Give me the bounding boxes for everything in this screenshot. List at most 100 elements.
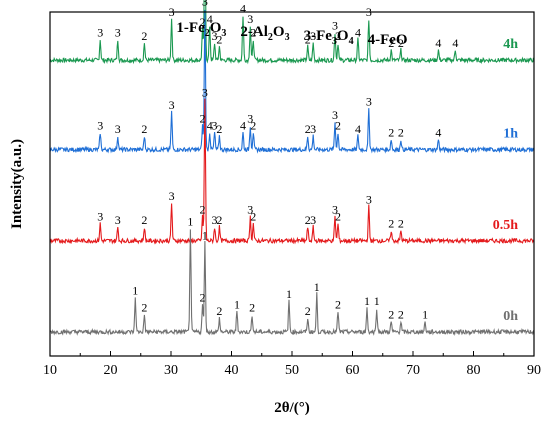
series-1h — [49, 9, 535, 154]
peak-label: 1 — [286, 287, 292, 301]
peak-label: 1 — [422, 308, 428, 322]
peak-label: 3 — [97, 210, 103, 224]
peak-label: 2 — [141, 301, 147, 315]
peak-label: 3 — [332, 19, 338, 33]
peak-label: 2 — [250, 26, 256, 40]
peak-label: 4 — [240, 118, 246, 132]
peak-label: 2 — [249, 301, 255, 315]
peak-label: 3 — [310, 122, 316, 136]
peak-label: 3 — [97, 26, 103, 40]
phase-legend: 1-Fe2O3 2-Al2O3 3-Fe3O4 4-FeO — [176, 20, 407, 48]
plot-frame — [49, 11, 535, 357]
peak-label: 2 — [216, 122, 222, 136]
peak-label: 3 — [247, 203, 253, 217]
peak-label: 2 — [388, 308, 394, 322]
x-tick-label: 50 — [285, 363, 299, 378]
series-label-layer: 4h 1h 0.5h 0h — [493, 37, 519, 324]
peak-label: 2 — [398, 308, 404, 322]
peak-label: 3 — [332, 203, 338, 217]
x-tick-label: 30 — [164, 363, 178, 378]
peak-label: 2 — [250, 118, 256, 132]
peak-label: 2 — [305, 122, 311, 136]
y-axis-title: Intensity(a.u.) — [9, 139, 25, 229]
peak-label: 1 — [132, 284, 138, 298]
peak-label: 2 — [141, 213, 147, 227]
peak-label: 1 — [374, 294, 380, 308]
peak-label: 3 — [212, 213, 218, 227]
series-line-4h — [49, 0, 535, 65]
peak-label: 1 — [314, 280, 320, 294]
x-tick-label: 70 — [406, 363, 420, 378]
peak-label: 2 — [199, 203, 205, 217]
peak-label: 2 — [141, 122, 147, 136]
peak-label: 2 — [305, 304, 311, 318]
peak-label: 2 — [250, 210, 256, 224]
peak-label: 2 — [305, 32, 311, 46]
peak-label: 2 — [335, 297, 341, 311]
peak-label: 3 — [97, 118, 103, 132]
x-tick-label: 20 — [104, 363, 118, 378]
peak-label: 1 — [187, 215, 193, 229]
peak-label: 2 — [216, 304, 222, 318]
peak-label: 2 — [398, 36, 404, 50]
peak-label: 2 — [335, 210, 341, 224]
series-label: 4h — [503, 37, 518, 52]
series-label: 0h — [503, 309, 518, 324]
peak-label: 2 — [305, 213, 311, 227]
peak-label: 3 — [115, 122, 121, 136]
peak-label: 3 — [366, 192, 372, 206]
series-line-0.5h — [49, 98, 535, 245]
x-tick-label: 60 — [346, 363, 360, 378]
peak-label: 3 — [202, 86, 208, 100]
series-4h — [49, 0, 535, 65]
peak-label: 2 — [398, 125, 404, 139]
peak-label: 2 — [388, 36, 394, 50]
peak-label: 2 — [398, 216, 404, 230]
x-tick-label: 90 — [527, 363, 541, 378]
peak-label: 4 — [452, 36, 458, 50]
peak-label: 2 — [199, 112, 205, 126]
peak-label: 3 — [212, 118, 218, 132]
peak-label: 2 — [216, 213, 222, 227]
peak-label: 4 — [435, 36, 441, 50]
series-line-0h — [49, 229, 535, 336]
peak-label: 3 — [115, 213, 121, 227]
peak-label: 3 — [212, 29, 218, 43]
peak-label: 2 — [335, 118, 341, 132]
peak-label: 3 — [366, 94, 372, 108]
x-tick-label: 80 — [467, 363, 481, 378]
peak-label: 4 — [355, 122, 361, 136]
peak-label: 4 — [435, 125, 441, 139]
peak-label: 3 — [202, 0, 208, 9]
peak-label: 4 — [207, 118, 213, 132]
peak-label: 2 — [335, 29, 341, 43]
peak-label: 3 — [310, 29, 316, 43]
x-axis-ticks: 10 20 30 40 50 60 70 80 90 — [43, 351, 541, 378]
peak-label: 3 — [310, 213, 316, 227]
series-label: 0.5h — [493, 218, 519, 233]
peak-label: 3 — [169, 189, 175, 203]
peak-label: 2 — [388, 125, 394, 139]
peak-label: 3 — [247, 112, 253, 126]
series-0h — [49, 229, 535, 336]
series-line-1h — [49, 9, 535, 154]
series-0.5h — [49, 98, 535, 245]
peak-label: 2 — [216, 32, 222, 46]
series-label: 1h — [503, 127, 518, 142]
peak-label: 2 — [199, 290, 205, 304]
peak-label: 4 — [240, 1, 246, 15]
peak-label: 4 — [355, 26, 361, 40]
peak-label: 2 — [199, 15, 205, 29]
peak-label: 1 — [234, 297, 240, 311]
x-tick-label: 40 — [225, 363, 239, 378]
peak-label: 3 — [247, 12, 253, 26]
peak-label: 3 — [115, 26, 121, 40]
peak-label-layer: 3323234324322332432244332323432432233243… — [97, 0, 458, 322]
peak-label: 4 — [207, 12, 213, 26]
peak-label: 3 — [332, 108, 338, 122]
peak-label: 2 — [141, 29, 147, 43]
x-axis-title: 2θ/(°) — [274, 400, 310, 416]
peak-label: 3 — [169, 98, 175, 112]
peak-label: 2 — [388, 216, 394, 230]
